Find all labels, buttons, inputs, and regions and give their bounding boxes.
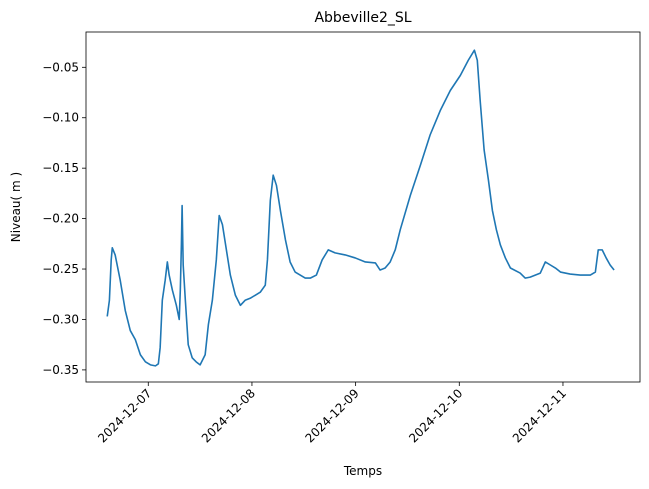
y-tick-label: −0.30 <box>42 312 79 326</box>
y-tick-label: −0.05 <box>42 60 79 74</box>
x-tick-label: 2024-12-09 <box>303 386 362 445</box>
x-tick-label: 2024-12-11 <box>510 386 569 445</box>
plot-frame <box>85 31 641 383</box>
x-tick-label: 2024-12-08 <box>199 386 258 445</box>
y-tick-label: −0.25 <box>42 262 79 276</box>
y-axis-label: Niveau( m ) <box>9 172 23 242</box>
x-axis-label: Temps <box>343 464 382 478</box>
y-tick-label: −0.10 <box>42 111 79 125</box>
chart-title: Abbeville2_SL <box>314 10 411 26</box>
x-tick-label: 2024-12-07 <box>95 386 154 445</box>
y-tick-label: −0.20 <box>42 212 79 226</box>
y-tick-label: −0.15 <box>42 161 79 175</box>
x-tick-label: 2024-12-10 <box>406 386 465 445</box>
data-line <box>106 49 615 367</box>
y-tick-label: −0.35 <box>42 363 79 377</box>
